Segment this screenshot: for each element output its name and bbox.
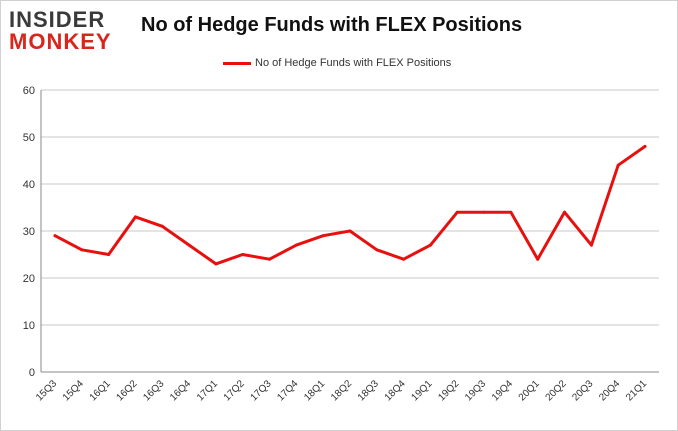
y-tick-label: 50 [23,132,35,144]
x-tick-label: 20Q1 [517,378,542,403]
x-tick-label: 16Q3 [141,378,166,403]
logo-line-2: MONKEY [9,29,112,54]
x-tick-label: 16Q2 [114,378,139,403]
data-point [187,243,191,247]
chart-legend: No of Hedge Funds with FLEX Positions [223,56,451,70]
data-point [589,243,593,247]
legend-label: No of Hedge Funds with FLEX Positions [255,57,452,69]
x-tick-label: 20Q4 [597,378,622,403]
x-tick-label: 17Q1 [195,378,220,403]
data-point [268,257,272,261]
x-tick-label: 20Q3 [570,378,595,403]
data-point [536,257,540,261]
legend-swatch [223,61,251,65]
x-tick-label: 19Q4 [490,378,515,403]
x-tick-label: 19Q1 [409,378,434,403]
y-tick-label: 40 [23,179,35,191]
x-tick-label: 21Q1 [624,378,649,403]
data-point [321,234,325,238]
data-point [509,210,513,214]
chart-title: No of Hedge Funds with FLEX Positions [141,14,523,36]
x-tick-label: 15Q3 [34,378,59,403]
x-tick-label: 18Q2 [329,378,354,403]
x-tick-label: 19Q2 [436,378,461,403]
data-point [428,243,432,247]
x-tick-label: 20Q2 [544,378,569,403]
x-tick-label: 17Q3 [249,378,274,403]
x-tick-label: 15Q4 [61,378,86,403]
x-tick-label: 16Q1 [88,378,113,403]
x-tick-label: 18Q1 [302,378,327,403]
data-point [563,210,567,214]
data-point [616,163,620,167]
y-tick-label: 20 [23,273,35,285]
x-tick-label: 16Q4 [168,378,193,403]
data-point [214,262,218,266]
y-tick-label: 10 [23,320,35,332]
x-tick-label: 17Q2 [222,378,247,403]
insider-monkey-logo: INSIDER MONKEY [9,9,129,55]
data-point [80,248,84,252]
data-point [643,144,647,148]
data-point [402,257,406,261]
data-point [133,215,137,219]
data-point [294,243,298,247]
data-point [482,210,486,214]
x-tick-label: 18Q4 [383,378,408,403]
data-point [375,248,379,252]
data-point [348,229,352,233]
data-point [107,253,111,256]
logo-line-1: INSIDER [9,7,106,32]
series-line [53,144,647,266]
data-point [160,224,164,228]
x-tick-label: 18Q3 [356,378,381,403]
data-point [53,234,57,238]
y-tick-label: 60 [23,85,35,97]
data-point [241,253,245,256]
y-tick-label: 0 [29,367,35,379]
x-tick-label: 19Q3 [463,378,488,403]
y-tick-label: 30 [23,226,35,238]
data-point [455,210,459,214]
x-tick-label: 17Q4 [275,378,300,403]
